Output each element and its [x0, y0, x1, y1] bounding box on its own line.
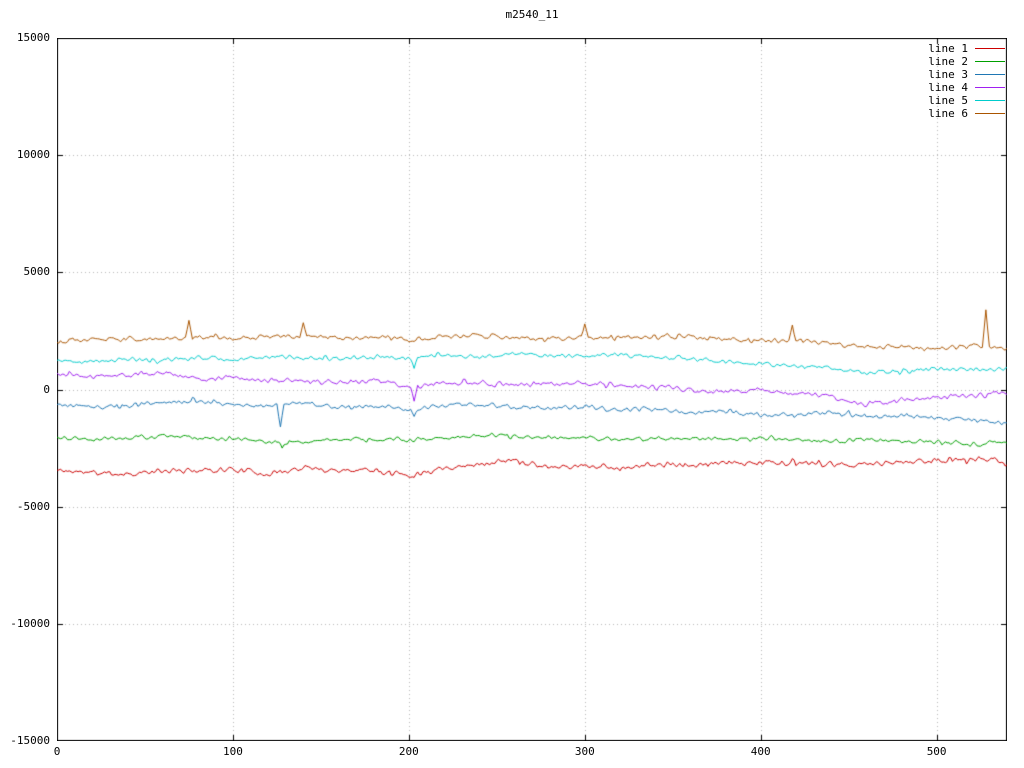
x-tick-label: 200: [398, 745, 419, 758]
x-tick-label: 100: [222, 745, 243, 758]
legend-label: line 1: [928, 41, 968, 55]
x-tick-label: 0: [53, 745, 61, 758]
plot-area: [57, 38, 1007, 741]
y-tick-label: -10000: [10, 616, 50, 630]
legend-label: line 5: [928, 93, 968, 107]
y-tick-label: 10000: [16, 148, 50, 162]
legend-line-sample: [975, 100, 1005, 101]
legend-item: line 6: [928, 107, 1005, 120]
legend: line 1 line 2 line 3 line 4 line 5 line 6: [928, 42, 1005, 120]
legend-item: line 1: [928, 42, 1005, 55]
legend-item: line 3: [928, 68, 1005, 81]
y-tick-label: 15000: [16, 31, 50, 44]
legend-label: line 2: [928, 54, 968, 68]
legend-line-sample: [975, 48, 1005, 49]
legend-line-sample: [975, 61, 1005, 62]
legend-item: line 2: [928, 55, 1005, 68]
legend-label: line 6: [928, 106, 968, 120]
legend-item: line 5: [928, 94, 1005, 107]
y-tick-label: 0: [43, 382, 50, 396]
legend-label: line 4: [928, 80, 968, 94]
chart-title: m2540_11: [505, 8, 559, 21]
x-tick-label: 400: [750, 745, 771, 758]
legend-line-sample: [975, 113, 1005, 114]
y-tick-label: -15000: [10, 734, 50, 747]
y-tick-label: -5000: [16, 499, 50, 513]
y-tick-label: 5000: [23, 265, 51, 279]
x-tick-label: 500: [926, 745, 947, 758]
legend-item: line 4: [928, 81, 1005, 94]
legend-line-sample: [975, 87, 1005, 88]
legend-label: line 3: [928, 67, 968, 81]
x-tick-label: 300: [574, 745, 595, 758]
legend-line-sample: [975, 74, 1005, 75]
